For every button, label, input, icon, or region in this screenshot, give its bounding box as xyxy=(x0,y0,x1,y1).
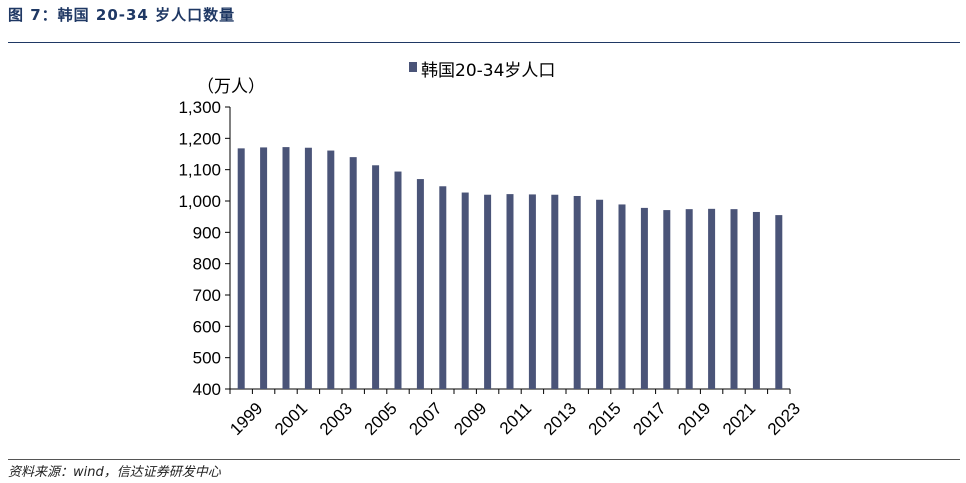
x-tick-label: 2015 xyxy=(585,399,625,439)
figure-title: 图 7：韩国 20-34 岁人口数量 xyxy=(8,6,236,24)
bar xyxy=(640,207,648,389)
bar xyxy=(484,194,492,389)
x-tick-label: 2021 xyxy=(719,399,759,439)
bar xyxy=(663,210,671,389)
x-tick-label: 2023 xyxy=(764,399,804,439)
y-tick-label: 1,100 xyxy=(178,161,221,180)
bar xyxy=(327,150,335,389)
y-tick-label: 500 xyxy=(193,349,221,368)
y-axis: 400 500 600 700 800 900 1,000 1,100 1,200 1,300 xyxy=(178,98,231,399)
bar xyxy=(730,209,738,389)
legend-swatch xyxy=(409,62,417,72)
y-tick-label: 700 xyxy=(193,286,221,305)
bar xyxy=(282,147,290,389)
bar xyxy=(752,211,760,389)
bar xyxy=(618,204,626,389)
y-tick-label: 400 xyxy=(193,380,221,399)
legend: 韩国20-34岁人口 xyxy=(409,61,555,81)
x-tick-label: 2011 xyxy=(496,399,535,438)
bar xyxy=(237,148,245,389)
bar xyxy=(528,194,536,389)
y-tick-label: 900 xyxy=(193,223,221,242)
bar xyxy=(551,194,559,389)
x-tick-label: 2017 xyxy=(629,399,669,439)
x-tick-label: 1999 xyxy=(226,399,266,439)
bar xyxy=(685,209,693,389)
x-tick-label: 2005 xyxy=(361,399,401,439)
y-tick-label: 1,300 xyxy=(178,98,221,117)
bar xyxy=(506,194,514,389)
x-tick-label: 2007 xyxy=(405,399,445,439)
bar xyxy=(439,186,447,389)
bar xyxy=(708,208,716,389)
bar xyxy=(596,199,604,389)
y-tick-label: 600 xyxy=(193,317,221,336)
bar xyxy=(260,147,268,389)
bar xyxy=(349,157,357,389)
y-tick-label: 1,000 xyxy=(178,192,221,211)
bar xyxy=(372,165,380,389)
bar xyxy=(461,192,469,389)
y-tick-label: 800 xyxy=(193,255,221,274)
legend-label: 韩国20-34岁人口 xyxy=(421,61,555,81)
source-divider xyxy=(8,459,960,460)
bar xyxy=(304,147,312,389)
x-tick-label: 2001 xyxy=(271,399,311,439)
x-tick-label: 2019 xyxy=(674,399,714,439)
bar-series xyxy=(237,147,783,389)
y-unit-label: （万人） xyxy=(197,77,265,97)
y-tick-label: 1,200 xyxy=(178,129,221,148)
x-tick-label: 2013 xyxy=(540,399,580,439)
bar xyxy=(416,179,424,389)
x-tick-label: 2003 xyxy=(316,399,356,439)
x-tick-label: 2009 xyxy=(450,399,490,439)
source-note: 资料来源：wind，信达证券研发中心 xyxy=(8,465,221,480)
bar xyxy=(775,215,783,389)
bar xyxy=(394,171,402,389)
x-axis: 1999 2001 2003 2005 2007 2009 2011 2013 2015 2017… xyxy=(226,388,804,439)
bar xyxy=(573,195,581,389)
title-divider xyxy=(8,42,960,43)
